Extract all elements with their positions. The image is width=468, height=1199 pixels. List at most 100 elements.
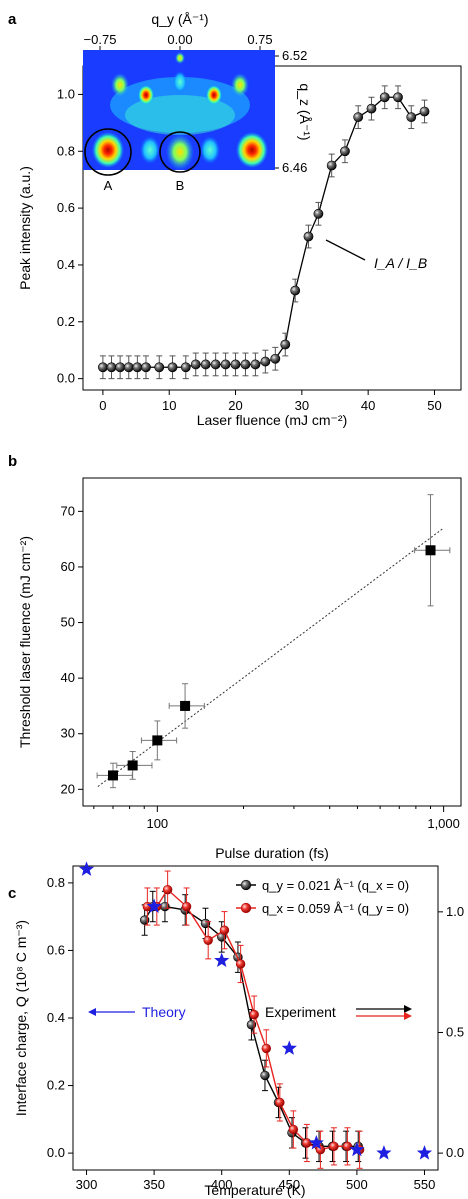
panel-a-point: [180, 362, 191, 373]
inset-marker-a: A: [104, 178, 113, 193]
panel-a-point: [406, 112, 417, 123]
panel-a-point: [250, 359, 261, 370]
panel-b-x-tick-label: 100: [146, 816, 168, 831]
panel-a-point: [393, 92, 403, 103]
panel-b-y-tick-label: 30: [61, 726, 75, 741]
panel-a-point: [123, 362, 134, 373]
panel-a-point: [190, 359, 201, 370]
panel-c-x-tick-label: 450: [278, 1177, 300, 1192]
panel-a-point: [115, 362, 126, 373]
panel-b-point: [127, 760, 138, 771]
panel-c-point: [139, 915, 150, 925]
panel-b-y-tick-label: 70: [61, 503, 75, 518]
panel-c-x-tick-label: 400: [211, 1177, 233, 1192]
panel-a-point: [270, 353, 281, 364]
panel-a-y-tick-label: 1.0: [57, 86, 75, 101]
panel-a-point: [240, 359, 251, 370]
panel-c-right-tick-label: 0.0: [446, 1145, 464, 1160]
panel-a-point: [379, 92, 390, 103]
panel-c-point: [200, 918, 211, 929]
panel-b-y-tick-label: 40: [61, 670, 75, 685]
panel-a-y-ticks: 0.0 0.2 0.4 0.6 0.8 1.0: [57, 86, 83, 386]
inset-top-tick: 0.00: [167, 32, 192, 47]
panel-a-point: [260, 356, 271, 367]
panel-c-point: [162, 884, 173, 895]
theory-arrow-head: [88, 1008, 96, 1016]
panel-a-point: [303, 231, 314, 242]
legend-series-2: q_x = 0.059 Å⁻¹ (q_y = 0): [262, 901, 409, 916]
panel-a-y-tick-label: 0.2: [57, 314, 75, 329]
panel-a-point: [210, 359, 221, 370]
inset-marker-b: B: [176, 178, 185, 193]
panel-a-point: [290, 285, 301, 296]
diffraction-inset: A B −0.75 0.00 0.75 q_y (Å⁻¹) 6.52 6.46 …: [83, 11, 313, 193]
panel-c-theory-points: [78, 861, 433, 1160]
panel-b-x-tick-label: 1,000: [427, 816, 460, 831]
panel-a-y-tick-label: 0.4: [57, 257, 75, 272]
panel-c-series-line: [147, 888, 360, 1151]
panel-c-right-ticks: 0.0 0.5 1.0: [438, 904, 464, 1160]
panel-c-theory-star: [281, 1040, 297, 1055]
panel-a-point: [419, 106, 430, 117]
panel-a-point: [97, 362, 108, 373]
ratio-annotation: I_A / I_B: [374, 255, 427, 271]
panel-b-x-ticks: 100 1,000: [93, 806, 460, 831]
panel-c-right-tick-label: 1.0: [446, 904, 464, 919]
panel-c-theory-star: [349, 1141, 365, 1157]
panel-c-point: [302, 1138, 312, 1148]
panel-c-point: [261, 1043, 272, 1054]
panel-a-point: [313, 208, 324, 219]
inset-circle-b: [159, 131, 201, 173]
panel-b-letter: b: [8, 453, 17, 470]
panel-c-series: [139, 870, 365, 1169]
panel-b-point: [107, 770, 118, 781]
panel-b-y-tick-label: 20: [61, 781, 75, 796]
panel-c-x-axis-label: Temperature (K): [204, 1182, 305, 1198]
panel-a-point: [280, 339, 291, 350]
panel-a-point: [154, 362, 165, 373]
panel-c-point: [329, 1141, 339, 1152]
inset-right-tick: 6.46: [282, 160, 307, 175]
panel-b-fit: [97, 527, 444, 787]
panel-b-y-axis-label: Threshold laser fluence (mJ cm⁻²): [17, 536, 33, 748]
panel-a-x-ticks: 0 10 20 30 40 50: [99, 390, 442, 413]
panel-b-chart: 100 1,000 20 30 40 50 60 70 Pulse duration (fs…: [17, 477, 462, 861]
panel-a-x-tick-label: 30: [295, 398, 309, 413]
panel-c-y-tick-label: 0.0: [47, 1145, 65, 1160]
inset-right-tick: 6.52: [282, 48, 307, 63]
panel-a-y-tick-label: 0.6: [57, 200, 75, 215]
panel-c-y-axis-label: Interface charge, Q (10⁸ C m⁻³): [13, 920, 29, 1116]
panel-c-point: [203, 935, 213, 946]
panel-c-point: [246, 1020, 257, 1030]
panel-c-point: [219, 925, 230, 935]
panel-c-y-tick-label: 0.6: [47, 942, 65, 957]
panel-a-x-axis-label: Laser fluence (mJ cm⁻²): [197, 412, 348, 428]
panel-a-point: [167, 362, 178, 373]
panel-a-point: [106, 362, 117, 373]
panel-a-point: [326, 160, 337, 171]
inset-spots: [92, 52, 268, 170]
panel-b-frame: [82, 477, 462, 807]
panel-a-x-tick-label: 0: [99, 398, 106, 413]
panel-c-theory-star: [146, 898, 162, 914]
panel-a-y-tick-label: 0.8: [57, 143, 75, 158]
panel-c-x-ticks: 300 350 400 450 500 550: [76, 1170, 435, 1192]
panel-c-x-tick-label: 300: [76, 1177, 98, 1192]
panel-c-y-tick-label: 0.4: [47, 1010, 65, 1025]
panel-c-theory-star: [416, 1145, 433, 1160]
panel-b-fit-line: [97, 527, 444, 787]
theory-label: Theory: [142, 1004, 186, 1020]
panel-c-theory-star: [214, 952, 230, 968]
panel-a-point: [132, 362, 143, 373]
panel-c-y-tick-label: 0.2: [47, 1078, 65, 1093]
panel-c-legend: q_y = 0.021 Å⁻¹ (q_x = 0) q_x = 0.059 Å⁻…: [236, 878, 409, 916]
panel-a-letter: a: [8, 11, 17, 28]
panel-b-points: [96, 494, 451, 789]
ratio-pointer-line: [325, 239, 366, 261]
panel-c-point: [275, 1097, 285, 1108]
panel-a-x-tick-label: 10: [162, 398, 176, 413]
inset-top-axis-label: q_y (Å⁻¹): [151, 11, 208, 27]
panel-c-theory-star: [78, 861, 95, 876]
panel-c-series-line: [144, 905, 359, 1148]
panel-a-y-axis-label: Peak intensity (a.u.): [17, 166, 33, 290]
